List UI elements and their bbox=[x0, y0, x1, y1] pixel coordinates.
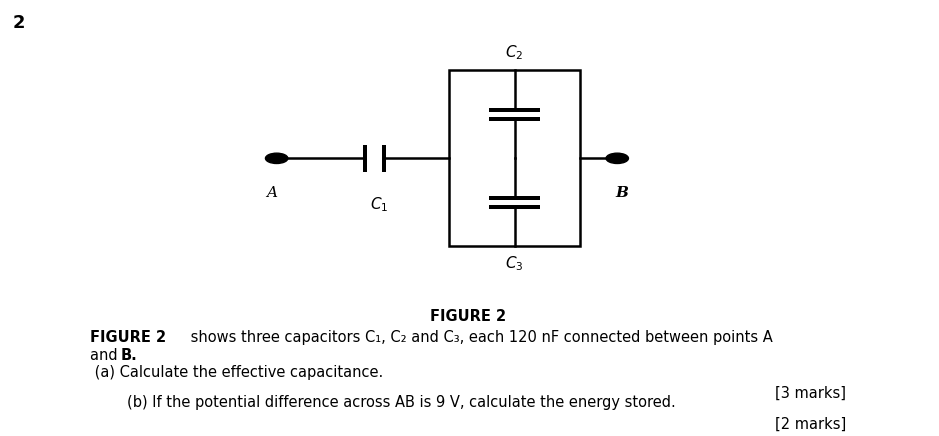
Text: $C_2$: $C_2$ bbox=[505, 44, 524, 62]
Text: $C_1$: $C_1$ bbox=[370, 195, 389, 214]
Text: A: A bbox=[267, 186, 278, 200]
Text: FIGURE 2: FIGURE 2 bbox=[430, 309, 506, 324]
Text: (b) If the potential difference across AB is 9 V, calculate the energy stored.: (b) If the potential difference across A… bbox=[128, 395, 676, 410]
Text: B.: B. bbox=[121, 347, 138, 362]
Text: (a) Calculate the effective capacitance.: (a) Calculate the effective capacitance. bbox=[90, 365, 383, 380]
Text: FIGURE 2: FIGURE 2 bbox=[90, 330, 166, 345]
Text: B: B bbox=[615, 186, 628, 200]
Text: [2 marks]: [2 marks] bbox=[775, 416, 846, 431]
Circle shape bbox=[266, 153, 288, 164]
Text: $C_3$: $C_3$ bbox=[505, 254, 524, 273]
Text: 2: 2 bbox=[12, 14, 25, 32]
Circle shape bbox=[606, 153, 628, 164]
Text: shows three capacitors C₁, C₂ and C₃, each 120 nF connected between points A: shows three capacitors C₁, C₂ and C₃, ea… bbox=[186, 330, 773, 345]
Bar bbox=[449, 70, 580, 246]
Text: and: and bbox=[90, 347, 122, 362]
Text: [3 marks]: [3 marks] bbox=[775, 386, 846, 401]
